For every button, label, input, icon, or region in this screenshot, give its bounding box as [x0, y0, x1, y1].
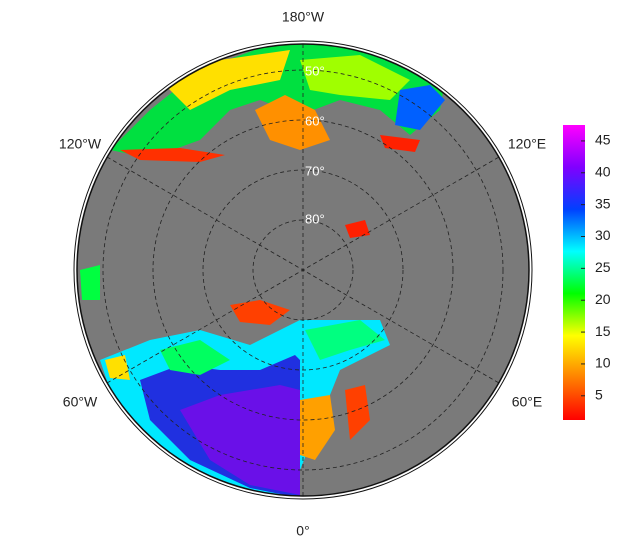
- colorbar-tick-label: 45: [595, 132, 611, 148]
- map-border: [73, 40, 533, 500]
- longitude-label: 60°E: [512, 394, 543, 410]
- longitude-label: 0°: [296, 523, 309, 539]
- ocean-field: [80, 265, 100, 300]
- colorbar-tick-label: 20: [595, 291, 611, 307]
- latitude-circle: [152, 119, 454, 421]
- colorbar-tick-label: 25: [595, 259, 611, 275]
- longitude-label: 120°E: [508, 136, 546, 152]
- ocean-field: [105, 355, 130, 380]
- ocean-field: [300, 395, 335, 460]
- ocean-field: [300, 55, 410, 100]
- ocean-field: [160, 50, 290, 110]
- colorbar-tick-label: 10: [595, 355, 611, 371]
- map-border: [76, 43, 530, 497]
- longitude-label: 180°W: [282, 9, 325, 25]
- latitude-label: 80°: [305, 211, 325, 226]
- ocean-field: [255, 95, 330, 150]
- ocean-field: [230, 300, 290, 325]
- ocean-field: [180, 385, 300, 495]
- latitude-label: 60°: [305, 113, 325, 128]
- colorbar-tick-label: 35: [595, 195, 611, 211]
- latitude-label: 70°: [305, 163, 325, 178]
- ocean-field: [305, 320, 385, 360]
- latitude-circle: [102, 69, 504, 471]
- ocean-field: [345, 385, 370, 440]
- colorbar-tick-label: 40: [595, 163, 611, 179]
- colorbar-tick-label: 15: [595, 323, 611, 339]
- longitude-label: 120°W: [59, 136, 102, 152]
- colorbar: [563, 125, 585, 420]
- graticule: [102, 44, 504, 496]
- latitude-label: 50°: [305, 63, 325, 78]
- colorbar-tick-label: 30: [595, 227, 611, 243]
- ocean-field: [120, 148, 225, 162]
- colorbar-ticks: 5 10 15 20 25 30 35 40 45: [581, 132, 611, 402]
- colorbar-tick-label: 5: [595, 386, 603, 402]
- longitude-label: 60°W: [63, 394, 98, 410]
- meridian: [106, 156, 500, 384]
- ocean-field: [345, 220, 370, 238]
- ocean-field: [160, 340, 230, 375]
